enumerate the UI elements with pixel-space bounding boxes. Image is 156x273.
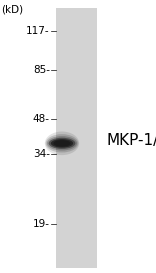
Text: 19-: 19-	[33, 219, 50, 229]
Ellipse shape	[45, 132, 79, 155]
Ellipse shape	[46, 134, 78, 153]
Ellipse shape	[49, 138, 75, 149]
Ellipse shape	[53, 140, 71, 147]
Bar	[56, 8, 97, 268]
Text: 85-: 85-	[33, 65, 50, 75]
Text: 117-: 117-	[26, 26, 50, 36]
Ellipse shape	[47, 136, 77, 150]
Ellipse shape	[51, 139, 73, 148]
Text: 48-: 48-	[33, 114, 50, 124]
Text: MKP-1/2: MKP-1/2	[106, 133, 156, 148]
Text: (kD): (kD)	[2, 4, 24, 14]
Text: 34-: 34-	[33, 149, 50, 159]
